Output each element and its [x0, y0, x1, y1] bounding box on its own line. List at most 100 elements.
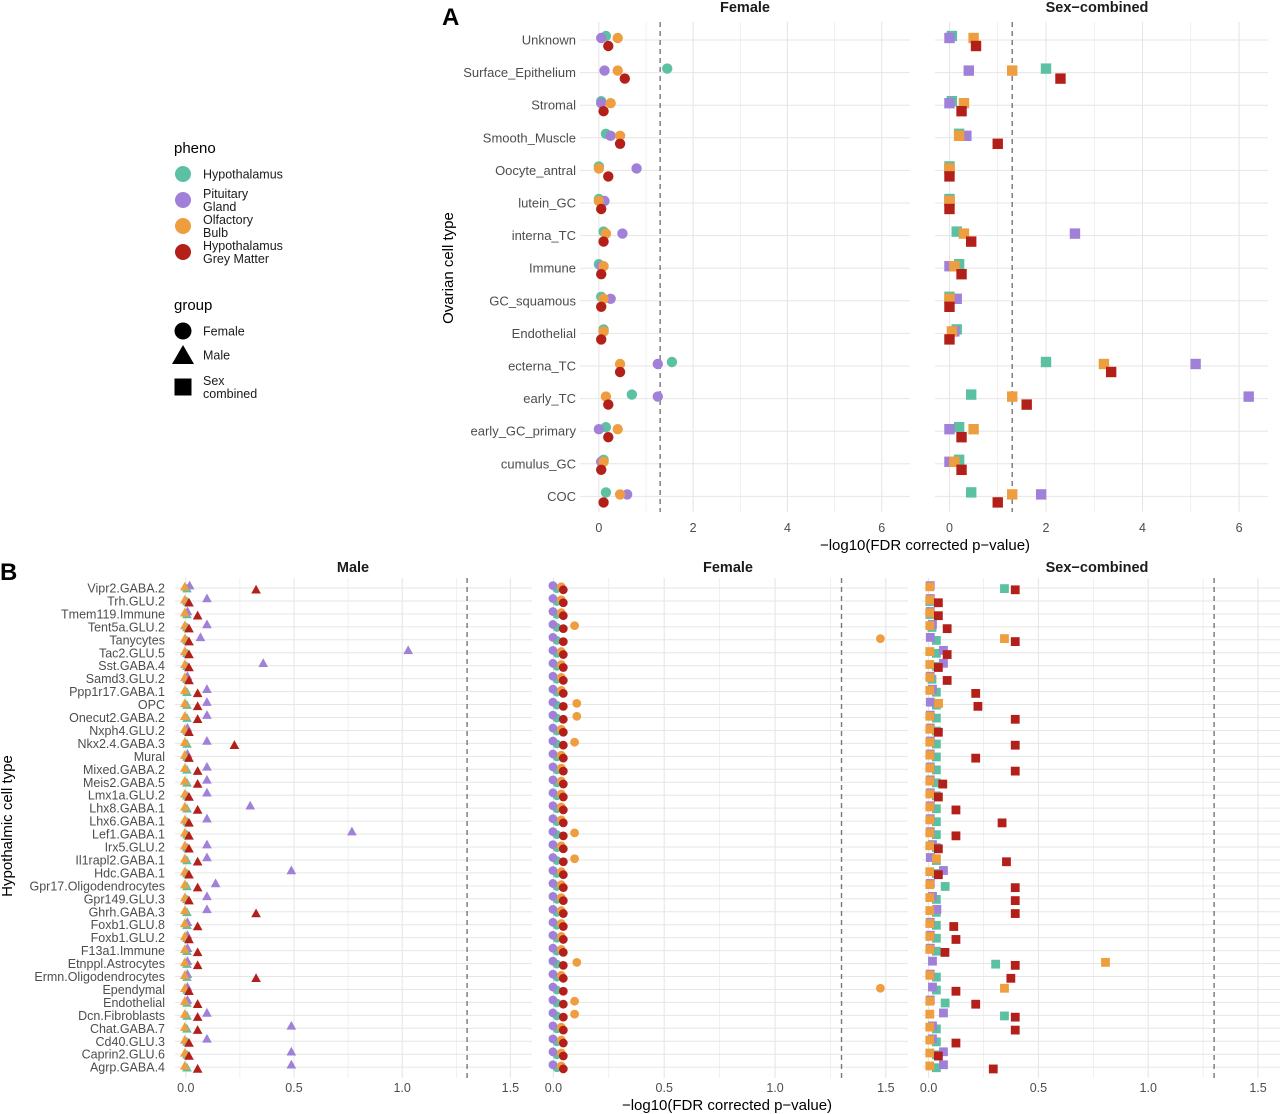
data-point-hypothalamus-grey-matter: [558, 585, 568, 595]
data-point-hypothalamus-grey-matter: [603, 40, 614, 52]
data-point-pituitary-gland: [286, 1046, 297, 1056]
data-point-hypothalamus-grey-matter: [992, 497, 1003, 508]
data-point-hypothalamus: [931, 804, 941, 814]
y-tick-label: Lef1.GABA.1: [92, 828, 165, 842]
data-point-hypothalamus-grey-matter: [558, 1064, 568, 1074]
data-point-hypothalamus: [931, 920, 941, 930]
data-point-hypothalamus: [931, 778, 941, 788]
x-tick-label: 2: [1043, 521, 1050, 535]
y-tick-label: Mixed.GABA.2: [83, 763, 165, 777]
data-point-olfactory-bulb: [179, 1060, 190, 1070]
data-point-pituitary-gland: [202, 697, 212, 706]
data-point-hypothalamus-grey-matter: [184, 675, 194, 685]
data-point-olfactory-bulb: [946, 326, 958, 337]
x-tick-label: 1.0: [393, 1081, 410, 1095]
data-point-hypothalamus-grey-matter: [933, 663, 943, 672]
legend-label: Pituitary: [203, 187, 249, 201]
data-point-olfactory-bulb: [944, 163, 955, 174]
panel-tag-a: A: [442, 4, 459, 31]
data-point-pituitary-gland: [202, 787, 212, 797]
data-point-pituitary-gland: [548, 607, 558, 616]
data-point-olfactory-bulb: [925, 970, 935, 980]
data-point-olfactory-bulb: [570, 621, 579, 631]
data-point-hypothalamus-grey-matter: [971, 689, 981, 698]
data-point-hypothalamus-grey-matter: [558, 624, 568, 634]
data-point-hypothalamus-grey-matter: [1010, 960, 1020, 970]
data-point-pituitary-gland: [548, 788, 558, 798]
data-point-hypothalamus-grey-matter: [558, 831, 568, 841]
data-point-olfactory-bulb: [572, 698, 582, 708]
y-tick-label: Tanycytes: [109, 633, 165, 647]
data-point-olfactory-bulb: [925, 945, 935, 954]
data-point-hypothalamus-grey-matter: [970, 40, 982, 52]
data-point-pituitary-gland: [548, 697, 558, 707]
y-tick-label: Irx5.GLU.2: [105, 841, 165, 855]
x-tick-label: 1.0: [1140, 1081, 1157, 1095]
y-tick-label: Ermn.Oligodendrocytes: [34, 970, 165, 984]
data-point-hypothalamus-grey-matter: [558, 637, 568, 646]
data-point-pituitary-gland: [202, 1007, 212, 1017]
data-point-hypothalamus-grey-matter: [558, 701, 568, 711]
data-point-olfactory-bulb: [876, 634, 885, 643]
data-point-hypothalamus-grey-matter: [558, 870, 568, 880]
data-point-hypothalamus-grey-matter: [192, 610, 203, 620]
data-point-pituitary-gland: [245, 800, 256, 810]
data-point-olfactory-bulb: [1007, 391, 1018, 402]
data-point-olfactory-bulb: [925, 595, 935, 605]
data-point-hypothalamus-grey-matter: [944, 334, 955, 345]
y-tick-label: Meis2.GABA.5: [83, 776, 165, 790]
data-point-pituitary-gland: [548, 1047, 558, 1057]
data-point-hypothalamus-grey-matter: [997, 818, 1007, 828]
data-point-olfactory-bulb: [925, 673, 935, 682]
data-point-hypothalamus-grey-matter: [184, 869, 194, 879]
data-point-pituitary-gland: [961, 130, 972, 141]
x-tick-label: 1.0: [766, 1081, 783, 1095]
y-tick-label: Dcn.Fibroblasts: [78, 1009, 165, 1023]
x-tick-label: 0.0: [545, 1081, 562, 1095]
data-point-hypothalamus-grey-matter: [596, 203, 607, 215]
data-point-hypothalamus-grey-matter: [942, 650, 952, 659]
data-point-olfactory-bulb: [925, 686, 935, 695]
legend-key-pituitary-gland: [175, 192, 191, 208]
x-tick-label: 0.5: [656, 1081, 673, 1095]
facet-title: Male: [337, 560, 369, 576]
data-point-pituitary-gland: [548, 775, 558, 785]
data-point-olfactory-bulb: [925, 815, 935, 825]
data-point-hypothalamus-grey-matter: [603, 432, 614, 443]
data-point-olfactory-bulb: [600, 228, 612, 239]
y-axis-title: Hypothalmic cell type: [0, 755, 16, 897]
data-point-pituitary-gland: [548, 982, 558, 992]
data-point-hypothalamus-grey-matter: [251, 973, 261, 983]
y-tick-label: early_TC: [523, 391, 576, 406]
data-point-hypothalamus-grey-matter: [192, 688, 203, 698]
x-tick-label: 4: [784, 521, 791, 535]
data-point-pituitary-gland: [939, 1060, 948, 1070]
data-point-hypothalamus-grey-matter: [192, 921, 203, 931]
data-point-hypothalamus-grey-matter: [1010, 883, 1020, 893]
data-point-hypothalamus-grey-matter: [192, 1025, 203, 1034]
x-tick-label: 6: [1236, 521, 1243, 535]
data-point-hypothalamus-grey-matter: [596, 464, 607, 475]
data-point-pituitary-gland: [928, 982, 937, 992]
y-tick-label: Ppp1r17.GABA.1: [69, 685, 165, 699]
data-point-hypothalamus-grey-matter: [192, 1063, 203, 1073]
data-point-olfactory-bulb: [931, 854, 941, 864]
legend-title-pheno: pheno: [174, 140, 216, 157]
data-point-pituitary-gland: [548, 581, 558, 590]
data-point-hypothalamus-grey-matter: [971, 753, 981, 763]
data-point-pituitary-gland: [548, 801, 558, 811]
data-point-hypothalamus: [1040, 356, 1052, 368]
data-point-pituitary-gland: [925, 633, 935, 642]
data-point-hypothalamus-grey-matter: [1010, 1012, 1020, 1022]
y-tick-label: Lhx6.GABA.1: [89, 815, 165, 829]
data-point-olfactory-bulb: [179, 685, 190, 695]
legend-label: Grey Matter: [203, 252, 269, 266]
data-point-hypothalamus-grey-matter: [596, 269, 607, 280]
data-point-hypothalamus-grey-matter: [949, 922, 959, 931]
y-tick-label: Smooth_Muscle: [483, 130, 576, 145]
data-point-hypothalamus-grey-matter: [251, 584, 261, 594]
data-point-hypothalamus-grey-matter: [933, 792, 943, 802]
data-point-olfactory-bulb: [179, 905, 190, 915]
data-point-hypothalamus-grey-matter: [1002, 857, 1011, 867]
